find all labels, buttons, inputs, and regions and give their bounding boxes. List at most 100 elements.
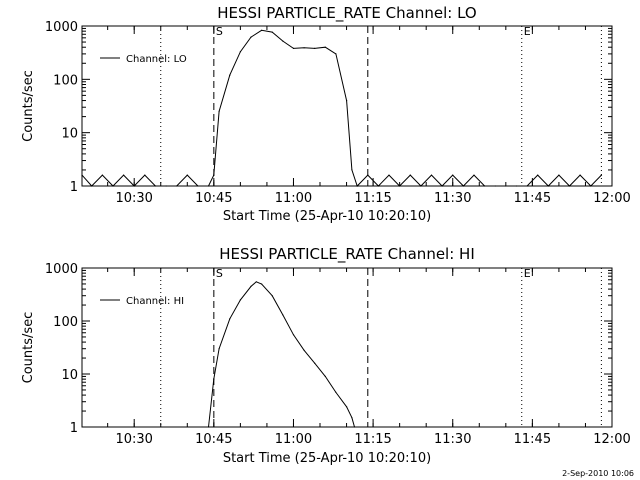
data-point — [261, 29, 263, 31]
legend-entry: Channel: LO — [126, 54, 187, 65]
data-point — [165, 185, 167, 187]
data-point — [250, 285, 252, 287]
data-point — [207, 185, 210, 187]
data-point — [568, 185, 571, 187]
x-tick-label: 10:45 — [195, 191, 232, 206]
data-point — [314, 362, 316, 364]
data-point — [420, 185, 422, 187]
y-tick-label: 1000 — [45, 262, 78, 277]
data-point — [303, 349, 305, 351]
data-point — [218, 110, 220, 112]
data-point — [186, 174, 188, 176]
data-point — [229, 74, 231, 76]
data-point — [473, 174, 475, 176]
y-tick-label: 1 — [70, 421, 78, 436]
y-tick-label: 100 — [53, 315, 78, 330]
x-tick-label: 10:30 — [115, 191, 152, 206]
y-tick-label: 100 — [53, 73, 78, 88]
data-point — [101, 174, 103, 176]
data-point — [515, 185, 518, 187]
y-axis-label: Counts/sec — [21, 70, 36, 142]
data-point — [239, 51, 241, 53]
data-point — [335, 391, 337, 393]
data-point — [590, 185, 592, 187]
data-point — [399, 185, 401, 187]
print-timestamp: 2-Sep-2010 10:06 — [562, 469, 634, 478]
series-line — [208, 281, 355, 428]
data-point — [526, 185, 528, 187]
x-tick-label: 12:00 — [593, 191, 630, 206]
data-point — [91, 185, 93, 187]
x-tick-label: 12:00 — [593, 432, 630, 447]
data-point — [213, 378, 215, 380]
data-point — [282, 40, 284, 42]
data-point — [537, 174, 539, 176]
chart-panel-2: HESSI PARTICLE_RATE Channel: HI 10:30 10:4… — [21, 245, 631, 466]
data-point — [292, 47, 295, 50]
data-point — [351, 169, 353, 171]
x-tick-label: 11:30 — [434, 191, 471, 206]
data-point — [303, 47, 305, 49]
data-point — [176, 185, 178, 187]
y-axis-label: Counts/sec — [21, 312, 36, 384]
data-point — [346, 100, 348, 102]
chart-title: HESSI PARTICLE_RATE Channel: HI — [219, 245, 475, 264]
x-axis-label: Start Time (25-Apr-10 10:20:10) — [223, 209, 431, 224]
data-point — [409, 174, 411, 176]
data-point — [213, 174, 215, 176]
event-marker-label: E — [524, 267, 531, 280]
series-line — [81, 29, 602, 187]
data-point — [282, 314, 284, 316]
data-point — [505, 185, 507, 187]
data-point — [271, 31, 273, 33]
x-tick-label: 10:45 — [195, 432, 232, 447]
data-point — [346, 406, 348, 408]
y-tick-label: 1000 — [45, 20, 78, 35]
plot-frame — [81, 267, 613, 428]
chart-panel-1: HESSI PARTICLE_RATE Channel: LO 10:30 10:4… — [21, 4, 631, 224]
data-point — [229, 318, 231, 320]
data-point — [271, 295, 273, 297]
y-tick-label: 10 — [61, 368, 78, 383]
data-point — [123, 174, 125, 176]
data-point — [452, 174, 454, 176]
legend-entry: Channel: HI — [126, 296, 184, 307]
data-point — [430, 174, 433, 176]
data-point — [255, 281, 257, 283]
data-point — [81, 174, 83, 176]
event-marker-label: S — [216, 267, 223, 280]
data-point — [197, 185, 199, 187]
x-tick-label: 11:15 — [354, 432, 391, 447]
data-point — [314, 47, 316, 50]
data-point — [324, 375, 326, 377]
data-point — [133, 185, 135, 187]
data-point — [462, 185, 464, 187]
x-tick-label: 10:30 — [115, 432, 152, 447]
data-point — [207, 426, 210, 428]
data-point — [377, 185, 379, 187]
data-point — [112, 185, 114, 187]
y-tick-label: 1 — [70, 180, 78, 195]
data-point — [356, 185, 358, 187]
data-point — [494, 185, 496, 187]
data-point — [600, 174, 603, 176]
data-point — [324, 46, 326, 48]
y-tick-label: 10 — [61, 127, 78, 142]
event-marker-label: E — [524, 25, 531, 38]
data-point — [441, 185, 443, 187]
chart-title: HESSI PARTICLE_RATE Channel: LO — [217, 4, 476, 23]
data-point — [367, 174, 369, 176]
data-point — [292, 334, 295, 336]
data-point — [388, 174, 390, 176]
x-tick-label: 11:45 — [514, 191, 551, 206]
data-point — [558, 174, 560, 176]
x-axis-label: Start Time (25-Apr-10 10:20:10) — [223, 451, 431, 466]
data-point — [250, 36, 252, 38]
x-tick-label: 11:00 — [275, 432, 312, 447]
data-point — [261, 283, 263, 285]
data-point — [335, 53, 337, 55]
data-point — [218, 348, 220, 350]
event-marker-label: S — [216, 25, 223, 38]
x-tick-label: 11:30 — [434, 432, 471, 447]
